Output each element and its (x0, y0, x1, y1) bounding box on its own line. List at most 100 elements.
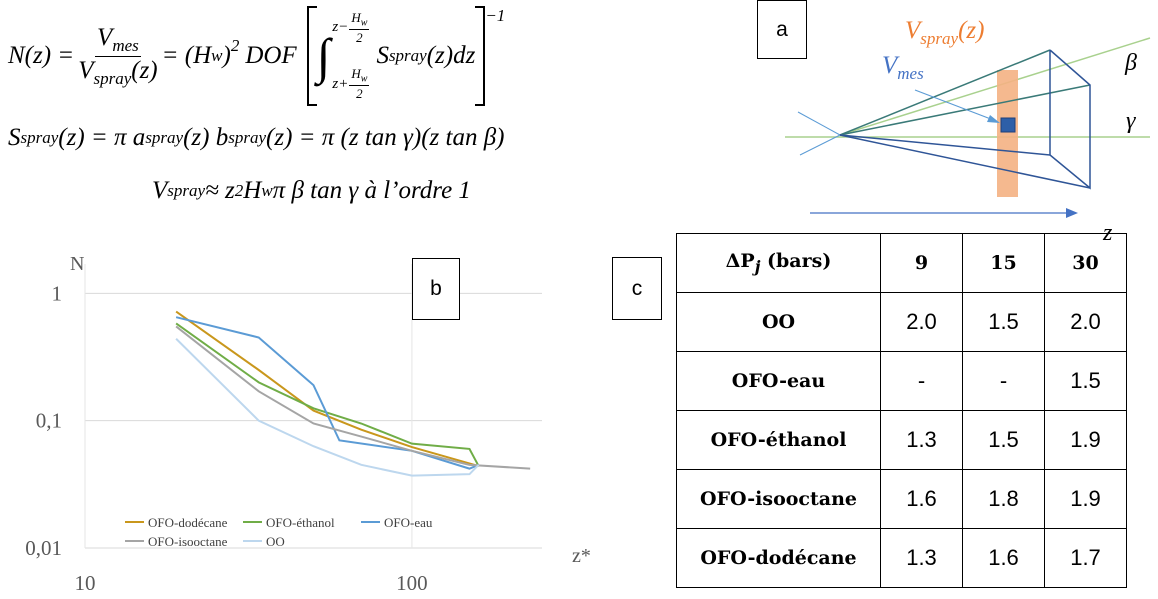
text: S (8, 124, 21, 151)
spray-cylinder (997, 70, 1018, 197)
text: (z)dz (426, 42, 476, 69)
text: V (78, 56, 94, 84)
data-table: ΔPj (bars) 9 15 30 OO 2.0 1.5 2.0 OFO-eau - -1.5 OF… (676, 233, 1127, 588)
header-text: ΔP (725, 250, 755, 273)
decoration (475, 6, 484, 106)
text: N(z) = (8, 42, 75, 69)
table-cell: 1.3 (880, 410, 963, 470)
x-tick-label: 10 (75, 571, 96, 595)
arrow-head (1066, 208, 1078, 218)
text: H (351, 10, 361, 25)
table-cell: - (880, 351, 963, 411)
text: spray (93, 68, 132, 88)
table-cell: 1.5 (1044, 351, 1127, 411)
limits: z− Hw 2 z+ Hw 2 (332, 10, 370, 102)
v-spray-label: Vspray(z) (905, 17, 984, 48)
arrow-head (987, 115, 1000, 123)
text: 2 (230, 36, 240, 55)
row-header: OFO-eau (676, 351, 881, 411)
text: spray (228, 128, 267, 147)
text: spray (388, 46, 427, 65)
y-tick-label: 1 (52, 281, 63, 305)
text: ) (222, 42, 231, 69)
measure-volume (1000, 117, 1016, 133)
text: spray (167, 181, 206, 200)
text: V (882, 52, 900, 79)
table-row: OFO-isooctane 1.6 1.8 1.9 (676, 469, 1127, 529)
table-cell: 1.8 (962, 469, 1045, 529)
table-cell: 1.9 (1044, 469, 1127, 529)
header-cell: ΔPj (bars) (676, 233, 881, 293)
text: 2 (234, 181, 244, 200)
text: spray (920, 29, 958, 48)
cone-edge (839, 84, 1091, 136)
diagram: Vspray(z) Vmes β γ z (785, 17, 1151, 246)
text: H (243, 177, 262, 204)
panel-label: b (412, 258, 460, 320)
text: H (351, 66, 361, 82)
decoration: Vmes (95, 24, 141, 57)
axis-cross (797, 111, 841, 136)
cone-edge (839, 134, 1091, 189)
text: S (376, 42, 389, 69)
text: (z) (131, 56, 158, 84)
text: −1 (485, 6, 506, 25)
series-line (175, 325, 531, 470)
text: (z) = π (z tan γ)(z tan β) (266, 124, 505, 151)
decoration: Hw 2 (349, 66, 370, 102)
text: DOF (245, 42, 297, 69)
table-cell: 2.0 (1044, 292, 1127, 352)
text: z− (332, 19, 349, 36)
y-tick-label: 0,01 (25, 536, 62, 560)
text: w (211, 46, 223, 65)
row-header: OFO-éthanol (676, 410, 881, 470)
text: π β tan γ à l’ordre 1 (272, 177, 471, 204)
table-row: OO 2.0 1.5 2.0 (676, 292, 1127, 352)
row-header: OO (676, 292, 881, 352)
table-cell: 2.0 (880, 292, 963, 352)
decoration: Hw 2 (349, 10, 370, 46)
series-line (175, 322, 480, 467)
legend-label: OFO-éthanol (266, 515, 335, 530)
panel-label: a (757, 0, 807, 59)
text: w (261, 181, 273, 200)
axis-cross (799, 134, 841, 156)
text: = (H (161, 42, 212, 69)
text: V (905, 17, 923, 44)
text: w (360, 74, 368, 85)
panel-label: c (612, 257, 662, 320)
table-cell: - (962, 351, 1045, 411)
x-axis-title: z* (572, 545, 591, 567)
text: w (360, 17, 368, 29)
equation-1: N(z) = Vmes Vspray(z) = (H w) 2 DOF ∫ z− Hw 2… (8, 6, 505, 106)
text: V (97, 23, 113, 51)
legend-label: OO (266, 534, 285, 549)
cone-edge (839, 49, 1051, 136)
text: mes (112, 35, 139, 55)
legend-label: OFO-eau (384, 515, 433, 530)
decoration: z− Hw 2 (332, 10, 370, 46)
cone-edge (839, 134, 1051, 156)
row-header: OFO-dodécane (676, 528, 881, 588)
table-cell: 1.6 (962, 528, 1045, 588)
decoration: Hw (349, 10, 370, 30)
table-cell: 1.3 (880, 528, 963, 588)
row-header: OFO-isooctane (676, 469, 881, 529)
y-axis-title: N (70, 253, 84, 275)
header-text: (bars) (760, 250, 832, 273)
header-cell: 9 (880, 233, 963, 293)
decoration: Vspray(z) (78, 57, 157, 89)
series-line (175, 338, 480, 477)
table-row: OFO-éthanol 1.3 1.5 1.9 (676, 410, 1127, 470)
text: mes (897, 64, 924, 83)
header-cell: 30 (1044, 233, 1127, 293)
header-cell: 15 (962, 233, 1045, 293)
x-tick-label: 100 (396, 571, 428, 595)
table-cell: 1.5 (962, 410, 1045, 470)
arrow (914, 89, 997, 122)
text: (z) = π a (58, 124, 146, 151)
